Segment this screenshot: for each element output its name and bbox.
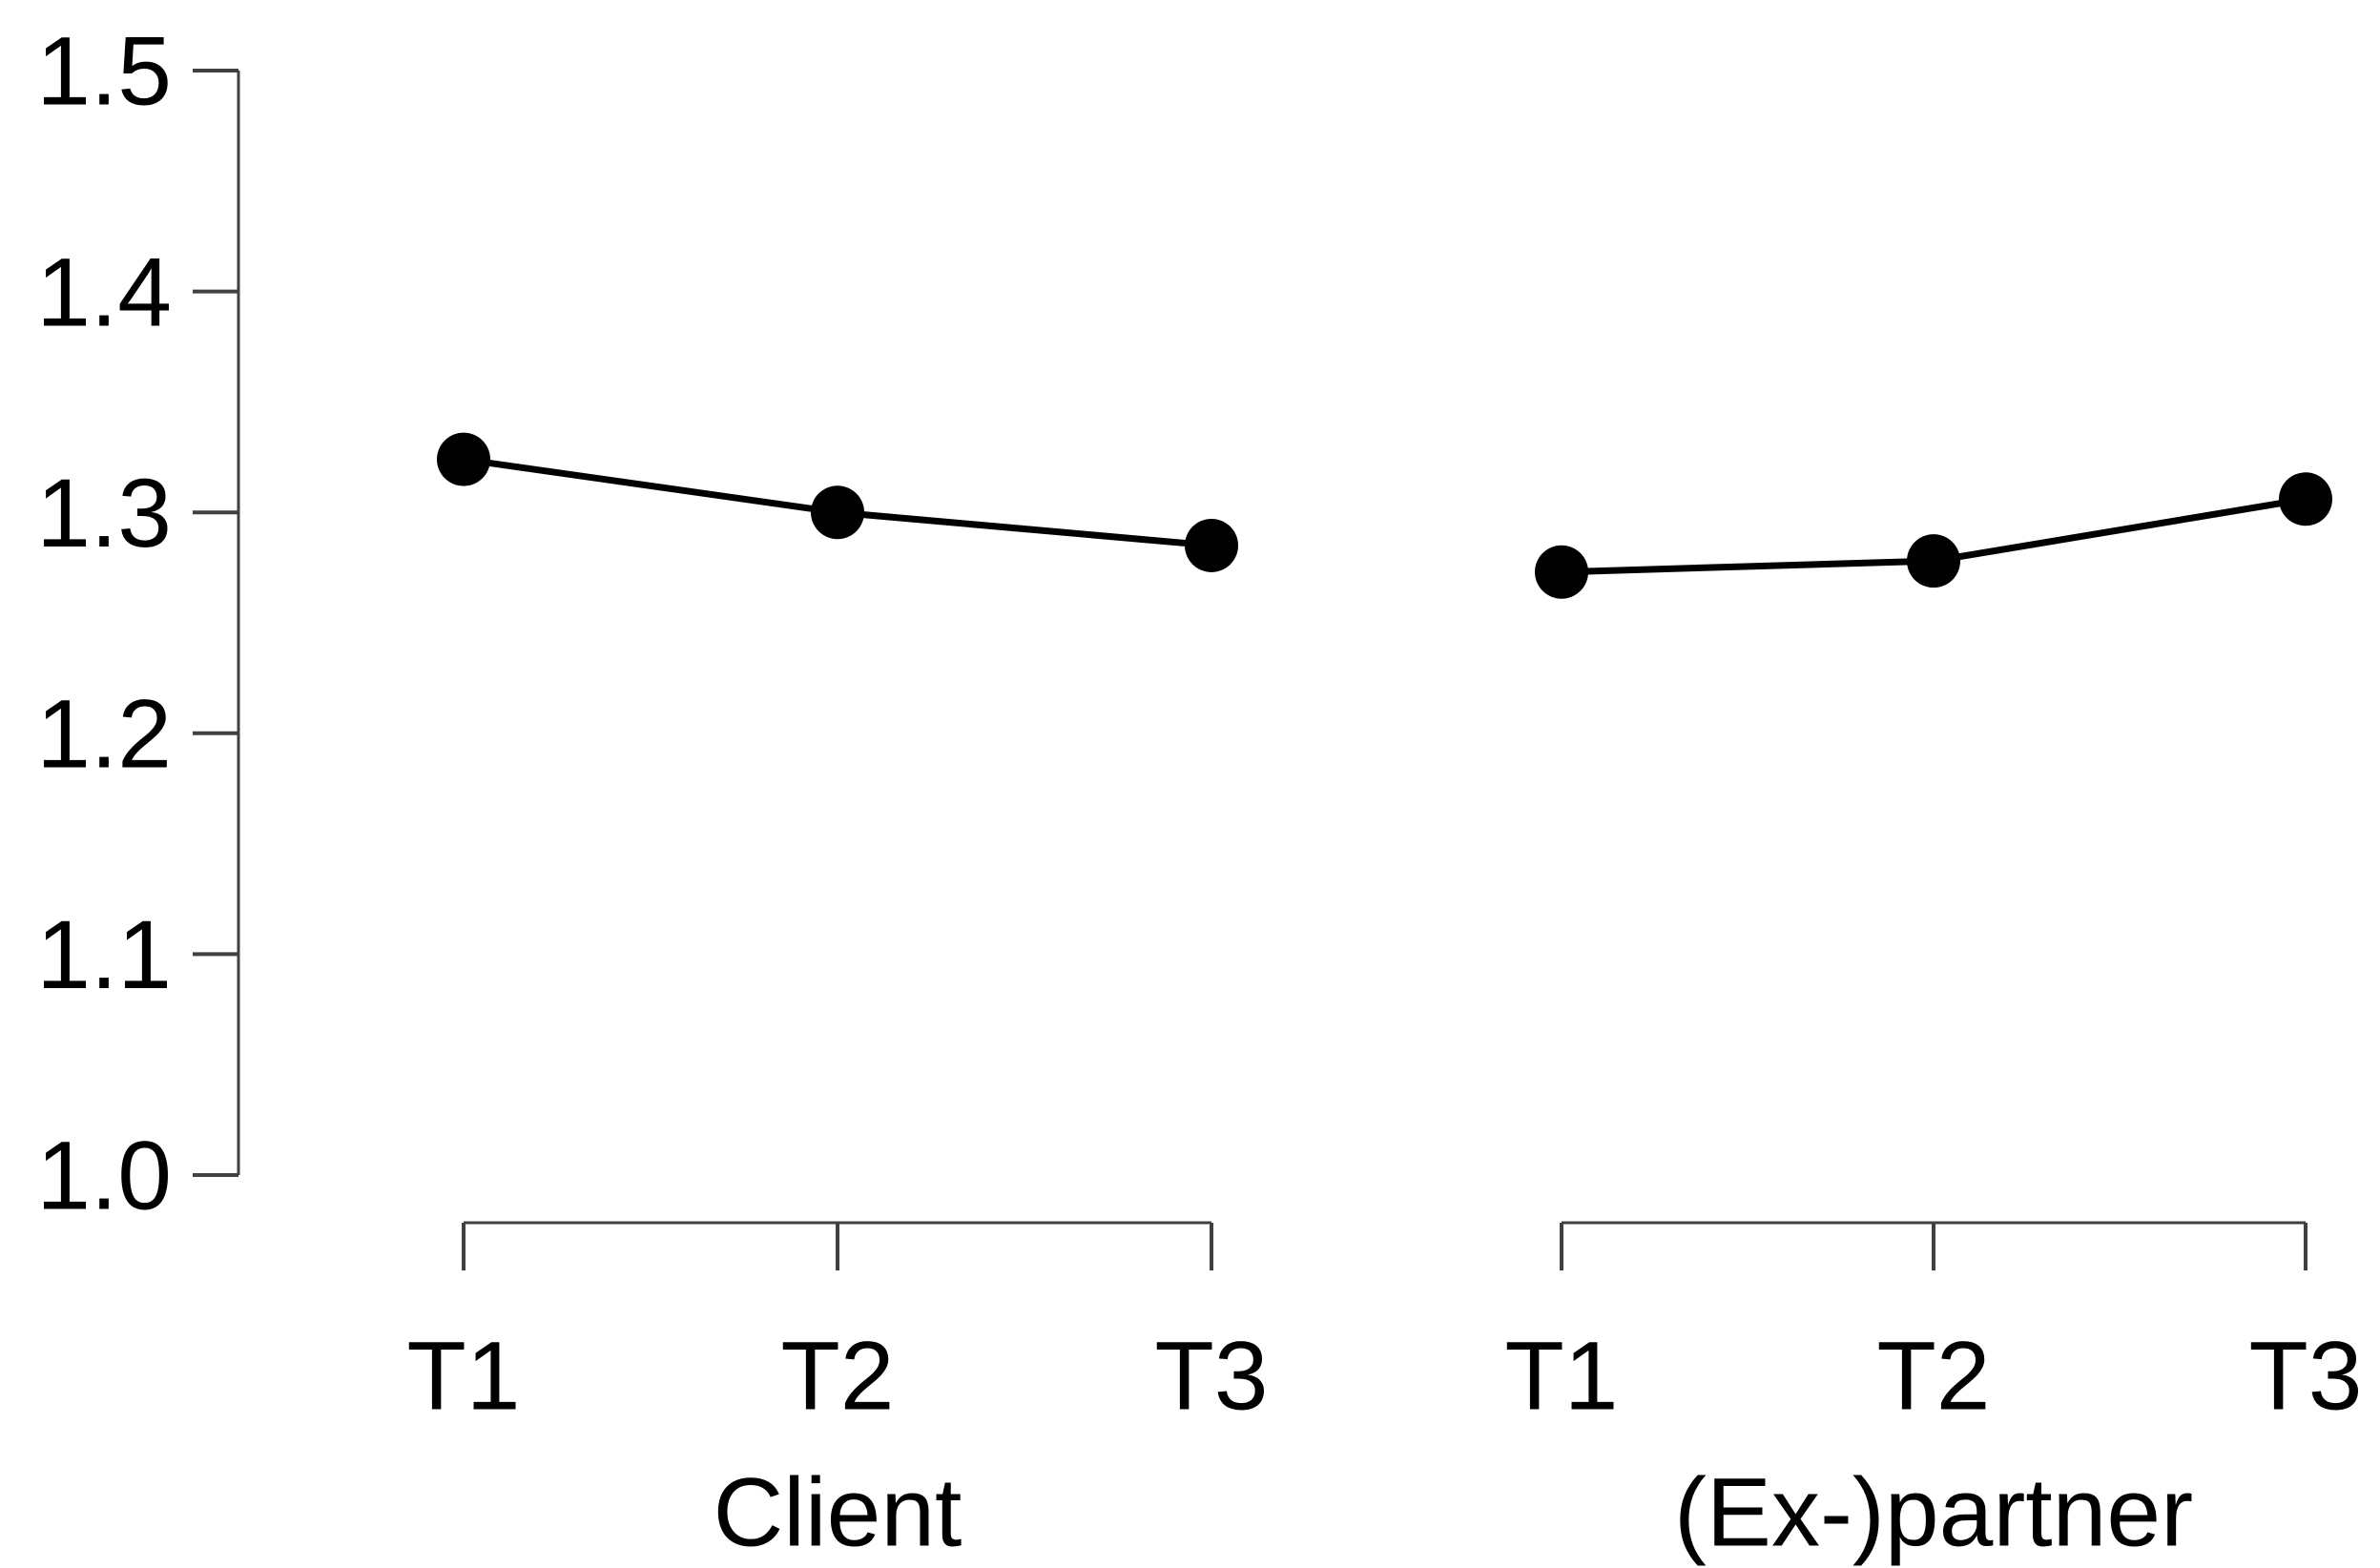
data-point-expartner-t1 (1535, 545, 1588, 599)
data-point-expartner-t3 (2279, 472, 2332, 526)
x-tick-label-expartner-t2: T2 (1876, 1322, 1990, 1431)
y-tick-label: 1.4 (36, 237, 172, 346)
y-tick-label: 1.1 (36, 900, 172, 1009)
x-tick-label-expartner-t1: T1 (1504, 1322, 1618, 1431)
x-tick-label-client-t3: T3 (1154, 1322, 1268, 1431)
data-point-client-t1 (437, 432, 490, 486)
y-tick-label: 1.0 (36, 1122, 172, 1230)
x-tick-label-client-t1: T1 (406, 1322, 520, 1431)
x-tick-label-expartner-t3: T3 (2248, 1322, 2362, 1431)
y-tick-label: 1.3 (36, 459, 172, 567)
x-tick-label-client-t2: T2 (780, 1322, 894, 1431)
group-label-client: Client (714, 1458, 962, 1567)
data-point-expartner-t2 (1907, 534, 1960, 588)
data-point-client-t2 (811, 485, 864, 540)
y-tick-label: 1.5 (36, 17, 172, 126)
data-point-client-t3 (1185, 518, 1238, 572)
group-label-expartner: (Ex-)partner (1674, 1458, 2193, 1567)
y-tick-label: 1.2 (36, 680, 172, 789)
